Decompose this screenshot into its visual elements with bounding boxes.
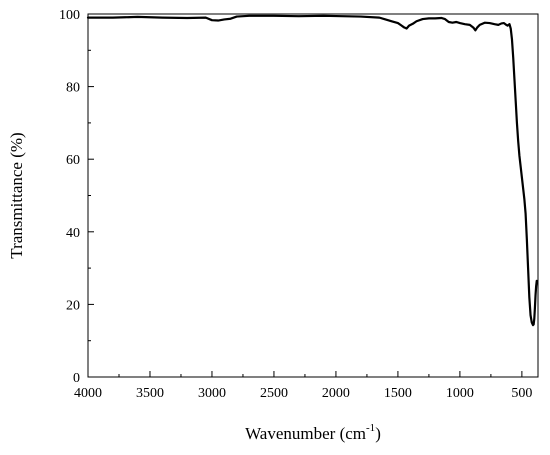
y-tick-label-40: 40 [66,226,80,241]
y-tick-label-60: 60 [66,153,80,168]
x-tick-label-2000: 2000 [322,386,350,401]
x-tick-label-4000: 4000 [74,386,102,401]
x-tick-label-1500: 1500 [384,386,412,401]
x-tick-label-2500: 2500 [260,386,288,401]
y-tick-label-20: 20 [66,298,80,313]
x-axis-title-superscript: -1 [366,422,375,434]
y-tick-label-80: 80 [66,81,80,96]
x-axis-title-suffix: ) [375,424,381,443]
x-axis-title: Wavenumber (cm-1) [245,422,381,443]
y-tick-label-0: 0 [73,371,80,386]
plot-area-frame [87,13,539,378]
x-tick-label-3500: 3500 [136,386,164,401]
x-tick-label-3000: 3000 [198,386,226,401]
y-tick-label-100: 100 [59,8,80,23]
x-axis-title-main: Wavenumber (cm [245,424,366,443]
x-tick-label-1000: 1000 [446,386,474,401]
transmittance-series-line [86,14,538,327]
y-axis-title: Transmittance (%) [7,132,26,258]
x-tick-label-500: 500 [511,386,532,401]
y-axis-ticks: 0 20 40 60 80 100 [59,8,94,386]
x-axis-ticks: 4000 3500 3000 2500 2000 1500 1000 500 [74,371,532,401]
